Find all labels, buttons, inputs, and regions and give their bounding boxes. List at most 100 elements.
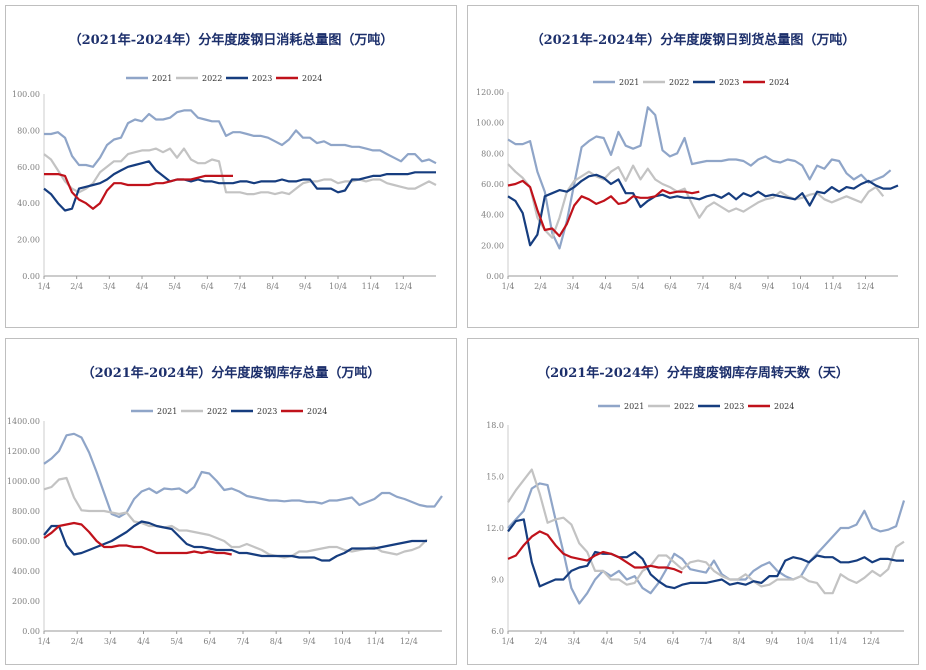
- x-tick-label: 1/4: [502, 282, 515, 291]
- y-tick-label: 100.00: [12, 90, 40, 99]
- y-tick-label: 20.00: [17, 236, 40, 245]
- x-tick-label: 2/4: [535, 637, 548, 646]
- series-line-2024: [507, 179, 700, 238]
- line-chart: 0.00 20.00 40.00 60.00 80.00 100.00 120.00 1/4 2…: [476, 78, 899, 291]
- x-tick-label: 6/4: [664, 282, 677, 291]
- legend-label: 2024: [307, 407, 327, 416]
- x-tick-label: 4/4: [136, 282, 149, 291]
- x-tick-label: 11/4: [824, 282, 842, 291]
- x-tick-label: 5/4: [168, 282, 181, 291]
- series-line-2023: [507, 518, 904, 590]
- y-tick-label: 60.00: [17, 163, 40, 172]
- chart-panel-turnover-days: （2021年-2024年）分年度废钢库存周转天数（天） 6.0 9.0 12.0 15…: [467, 338, 919, 665]
- series-line-2022: [507, 163, 885, 239]
- legend-label: 2022: [674, 402, 694, 411]
- y-tick-label: 1400.00: [7, 417, 40, 426]
- line-chart: 0.00 20.00 40.00 60.00 80.00 100.00 1/4 2/4 3/4 4…: [12, 74, 437, 291]
- x-tick-label: 5/4: [634, 637, 647, 646]
- x-tick-label: 9/4: [766, 637, 779, 646]
- y-tick-label: 1200.00: [7, 447, 40, 456]
- x-tick-label: 10/4: [796, 637, 814, 646]
- chart-title: （2021年-2024年）分年度废钢日到货总量图（万吨）: [530, 33, 856, 48]
- series-line-2021: [507, 482, 906, 605]
- x-tick-label: 8/4: [733, 637, 746, 646]
- y-tick-label: 20.00: [481, 241, 504, 250]
- x-tick-label: 8/4: [729, 282, 742, 291]
- y-tick-label: 18.0: [486, 421, 504, 430]
- x-tick-label: 11/4: [829, 637, 847, 646]
- line-chart: 6.0 9.0 12.0 15.0 18.0 1/4 2/4 3/4 4/4 5/4 6/4 7/4 8…: [486, 402, 906, 646]
- x-tick-label: 4/4: [137, 637, 150, 646]
- x-tick-label: 7/4: [697, 282, 710, 291]
- x-tick-label: 12/4: [857, 282, 875, 291]
- legend-label: 2021: [157, 407, 177, 416]
- x-tick-label: 8/4: [266, 282, 279, 291]
- x-tick-label: 10/4: [329, 282, 347, 291]
- legend-label: 2021: [619, 78, 639, 87]
- series-line-2021: [43, 432, 443, 519]
- legend-label: 2023: [252, 74, 272, 83]
- x-tick-label: 6/4: [201, 282, 214, 291]
- x-tick-label: 6/4: [667, 637, 680, 646]
- x-tick-label: 9/4: [303, 637, 316, 646]
- chart-title: （2021年-2024年）分年度废钢库存周转天数（天）: [537, 366, 849, 381]
- legend-label: 2023: [719, 78, 739, 87]
- series-line-2024: [507, 530, 683, 574]
- x-tick-label: 4/4: [599, 282, 612, 291]
- y-tick-label: 6.0: [491, 627, 504, 636]
- line-chart: 0.00 200.00 400.00 600.00 800.00 1000.00 1200.…: [7, 407, 443, 646]
- x-tick-label: 7/4: [234, 282, 247, 291]
- y-tick-label: 40.00: [17, 199, 40, 208]
- x-tick-label: 7/4: [700, 637, 713, 646]
- y-tick-label: 120.00: [476, 88, 504, 97]
- legend-label: 2023: [724, 402, 744, 411]
- y-tick-label: 800.00: [12, 507, 40, 516]
- y-tick-label: 12.0: [486, 524, 504, 533]
- x-tick-label: 11/4: [367, 637, 385, 646]
- y-tick-label: 40.00: [481, 211, 504, 220]
- y-tick-label: 600.00: [12, 537, 40, 546]
- series-line-2023: [43, 160, 436, 212]
- x-tick-label: 1/4: [38, 282, 51, 291]
- legend-label: 2022: [202, 74, 222, 83]
- x-tick-label: 7/4: [237, 637, 250, 646]
- x-tick-label: 2/4: [534, 282, 547, 291]
- series-line-2023: [43, 520, 427, 562]
- x-tick-label: 10/4: [792, 282, 810, 291]
- y-tick-label: 0.00: [22, 272, 40, 281]
- y-tick-label: 0.00: [22, 627, 40, 636]
- x-tick-label: 2/4: [70, 282, 83, 291]
- x-tick-label: 8/4: [270, 637, 283, 646]
- series-line-2023: [507, 173, 899, 247]
- x-tick-label: 11/4: [362, 282, 380, 291]
- y-tick-label: 400.00: [12, 567, 40, 576]
- x-tick-label: 3/4: [568, 637, 581, 646]
- x-tick-label: 3/4: [103, 282, 116, 291]
- series-line-2021: [507, 106, 892, 250]
- y-tick-label: 60.00: [481, 180, 504, 189]
- series-line-2021: [44, 109, 437, 168]
- x-tick-label: 6/4: [203, 637, 216, 646]
- x-tick-label: 5/4: [632, 282, 645, 291]
- x-tick-label: 3/4: [104, 637, 117, 646]
- series-line-2024: [43, 521, 232, 556]
- legend-label: 2023: [257, 407, 277, 416]
- x-tick-label: 12/4: [400, 637, 418, 646]
- y-tick-label: 100.00: [476, 119, 504, 128]
- x-tick-label: 1/4: [502, 637, 515, 646]
- legend-label: 2022: [669, 78, 689, 87]
- x-tick-label: 4/4: [601, 637, 614, 646]
- x-tick-label: 3/4: [567, 282, 580, 291]
- x-tick-label: 5/4: [170, 637, 183, 646]
- y-tick-label: 80.00: [481, 149, 504, 158]
- legend-label: 2021: [624, 402, 644, 411]
- x-tick-label: 12/4: [394, 282, 412, 291]
- x-tick-label: 9/4: [762, 282, 775, 291]
- chart-title: （2021年-2024年）分年度废钢库存总量（万吨）: [81, 366, 381, 381]
- y-tick-label: 15.0: [486, 473, 504, 482]
- series-line-2024: [44, 173, 233, 210]
- y-tick-label: 1000.00: [7, 477, 40, 486]
- series-line-2022: [507, 468, 905, 595]
- x-tick-label: 10/4: [334, 637, 352, 646]
- y-tick-label: 0.00: [486, 272, 504, 281]
